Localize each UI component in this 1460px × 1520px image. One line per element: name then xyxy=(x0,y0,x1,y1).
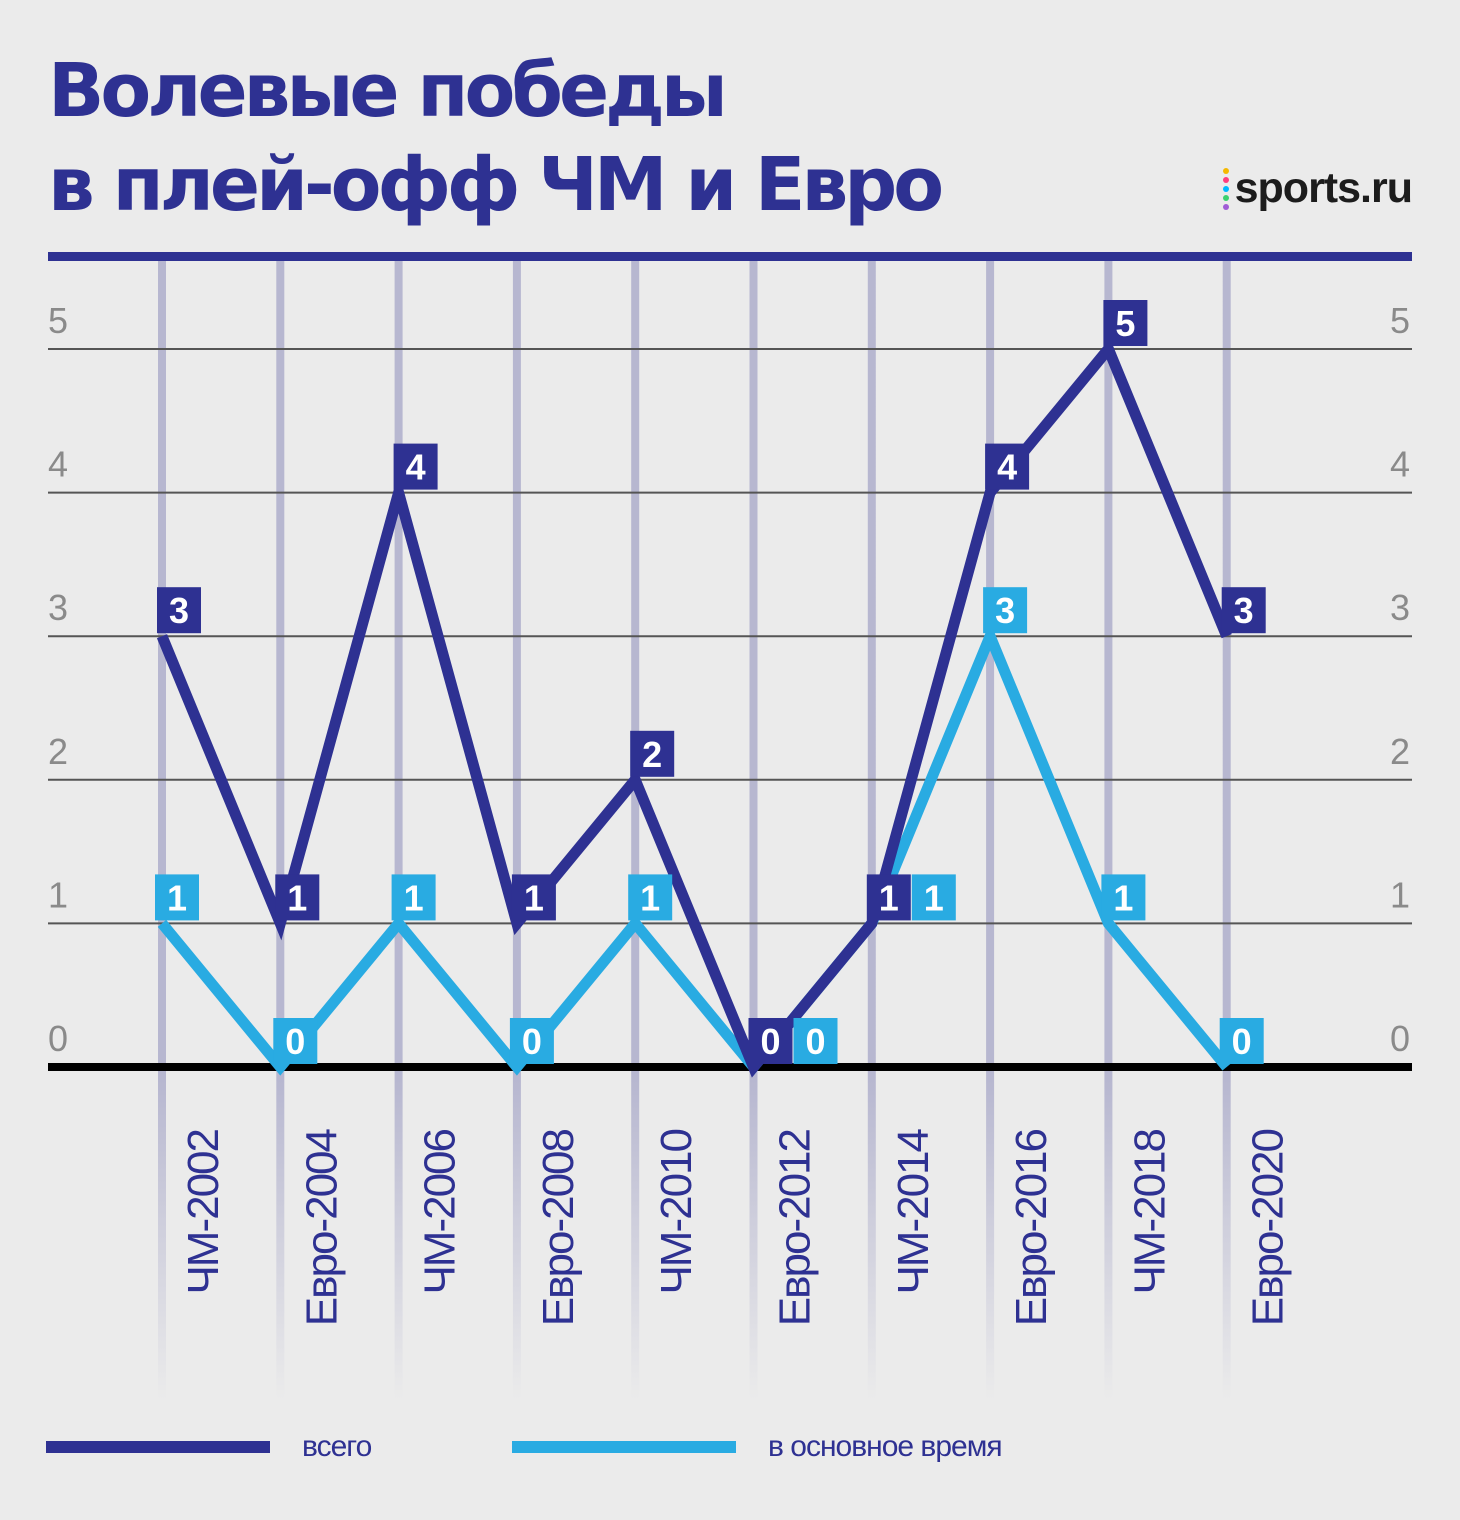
data-label-regular-box xyxy=(1101,874,1146,921)
legend-total-label: всего xyxy=(302,1430,372,1463)
data-label-total: 0 xyxy=(760,1021,780,1062)
y-tick-left: 4 xyxy=(48,444,68,485)
series-line-total xyxy=(156,338,1232,1078)
category-column xyxy=(631,260,640,1400)
category-columns xyxy=(158,260,1231,1400)
data-label-regular-box xyxy=(155,874,199,921)
legend-regular: в основное время xyxy=(512,1430,1003,1464)
data-label-regular: 0 xyxy=(285,1021,305,1062)
x-tick-label: Евро-2004 xyxy=(297,1128,346,1326)
logo-dot xyxy=(1222,203,1229,210)
y-tick-right: 1 xyxy=(1390,874,1410,915)
sports-ru-logo: sports.ru xyxy=(1222,164,1413,213)
data-label-total: 1 xyxy=(879,877,899,918)
category-column xyxy=(158,260,166,1400)
x-tick-label: ЧМ-2010 xyxy=(652,1129,701,1294)
data-label-regular: 1 xyxy=(167,877,187,918)
y-tick-left: 1 xyxy=(48,874,68,915)
logo-dot xyxy=(1222,185,1229,192)
category-column xyxy=(394,260,403,1400)
baseline xyxy=(48,1063,1412,1071)
x-tick-label: ЧМ-2002 xyxy=(179,1129,228,1294)
data-label-regular-box xyxy=(1219,1018,1264,1064)
data-label-regular-box xyxy=(911,874,956,921)
data-label-total-box xyxy=(1221,587,1266,634)
data-label-regular: 1 xyxy=(1113,877,1133,918)
category-column xyxy=(276,260,285,1400)
data-labels: 3 1 4 1 2 0 1 4 5 3 1 0 1 0 1 0 1 3 1 0 xyxy=(155,300,1266,1064)
series-lines xyxy=(156,338,1232,1078)
y-tick-right: 0 xyxy=(1390,1018,1410,1059)
y-tick-right: 3 xyxy=(1390,587,1410,628)
logo-dot xyxy=(1222,194,1229,201)
y-tick-left: 0 xyxy=(48,1018,68,1059)
category-column xyxy=(1222,260,1231,1400)
logo-dot xyxy=(1222,167,1229,174)
legend-regular-label: в основное время xyxy=(768,1430,1003,1463)
data-label-total-box xyxy=(393,443,438,490)
y-tick-right: 5 xyxy=(1390,300,1410,341)
data-label-regular-box xyxy=(391,874,436,921)
data-label-regular: 3 xyxy=(995,590,1015,631)
data-label-total: 4 xyxy=(997,447,1017,488)
data-label-regular-box xyxy=(273,1018,318,1064)
y-tick-left: 3 xyxy=(48,587,68,628)
x-tick-label: ЧМ-2014 xyxy=(889,1128,938,1294)
logo-text: sports.ru xyxy=(1234,164,1413,212)
x-tick-label: Евро-2016 xyxy=(1007,1129,1056,1326)
data-label-regular: 0 xyxy=(805,1021,825,1062)
legend-regular-swatch xyxy=(512,1441,736,1453)
legend-total-swatch xyxy=(46,1441,270,1453)
data-label-regular: 0 xyxy=(1232,1021,1252,1062)
chart-frame xyxy=(48,252,1412,1071)
y-tick-labels: 0 01 12 23 34 45 5 xyxy=(48,300,1410,1059)
x-tick-label: ЧМ-2018 xyxy=(1125,1129,1174,1294)
x-tick-label: Евро-2012 xyxy=(771,1129,820,1326)
data-label-total: 4 xyxy=(406,447,426,488)
y-tick-left: 5 xyxy=(48,300,68,341)
category-column xyxy=(867,260,876,1400)
series-line-regular xyxy=(157,621,1231,1076)
data-label-total: 2 xyxy=(642,734,662,775)
data-label-total-box xyxy=(748,1018,793,1064)
y-tick-left: 2 xyxy=(48,731,68,772)
x-tick-label: Евро-2008 xyxy=(534,1129,583,1326)
data-label-total: 5 xyxy=(1115,303,1135,344)
legend-total: всего xyxy=(46,1430,372,1464)
data-label-regular: 1 xyxy=(404,877,424,918)
data-label-total-box xyxy=(511,874,556,921)
data-label-total: 3 xyxy=(1234,590,1254,631)
data-label-total-box xyxy=(1103,300,1148,346)
data-label-total-box xyxy=(630,730,675,777)
data-label-total: 3 xyxy=(169,590,189,631)
data-label-total-box xyxy=(157,587,201,634)
chart-title: Волевые победы в плей-офф ЧМ и Евро xyxy=(48,48,944,228)
category-column xyxy=(1104,260,1113,1400)
x-tick-labels: ЧМ-2002 Евро-2004 ЧМ-2006 Евро-2008 ЧМ-2010 Е… xyxy=(179,1128,1293,1326)
data-label-regular-box xyxy=(983,587,1028,634)
data-label-regular-box xyxy=(509,1018,554,1064)
data-label-total: 1 xyxy=(287,877,307,918)
logo-dot xyxy=(1222,176,1229,183)
category-column xyxy=(512,260,521,1400)
data-label-total-box xyxy=(275,874,320,921)
data-label-regular: 0 xyxy=(522,1021,542,1062)
data-label-regular: 1 xyxy=(924,877,944,918)
x-tick-label: Евро-2020 xyxy=(1244,1129,1293,1326)
data-label-total-box xyxy=(985,443,1030,490)
logo-dots-icon xyxy=(1222,167,1229,210)
y-tick-right: 2 xyxy=(1390,731,1410,772)
category-column xyxy=(749,260,758,1400)
data-label-regular: 1 xyxy=(640,877,660,918)
grid-lines xyxy=(48,348,1412,925)
data-label-total: 1 xyxy=(524,877,544,918)
top-rule xyxy=(48,252,1412,261)
data-label-regular-box xyxy=(628,874,673,921)
data-label-regular-box xyxy=(793,1018,838,1064)
x-tick-label: ЧМ-2006 xyxy=(416,1129,465,1294)
y-tick-right: 4 xyxy=(1390,444,1410,485)
data-label-total-box xyxy=(866,874,911,921)
category-column xyxy=(986,260,995,1400)
